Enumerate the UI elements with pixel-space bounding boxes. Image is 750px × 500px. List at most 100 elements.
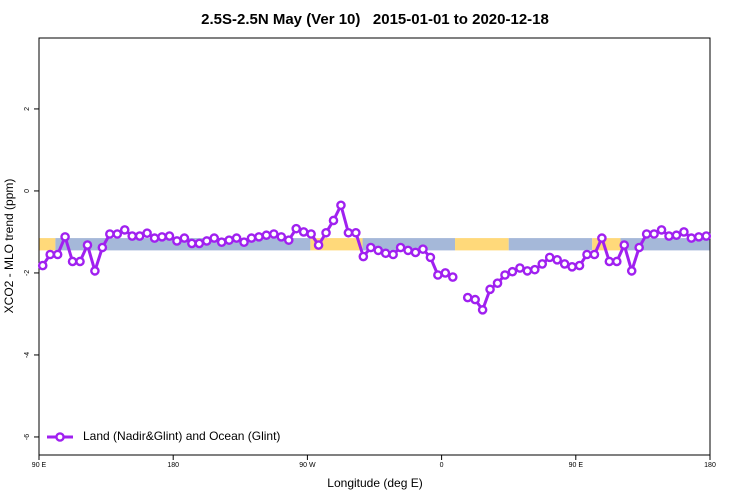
x-tick-label: 90 E: [569, 462, 584, 469]
data-point: [134, 231, 145, 241]
data-point: [552, 255, 562, 265]
data-point: [45, 249, 55, 260]
data-point: [380, 248, 391, 259]
data-point: [82, 240, 93, 250]
data-point: [507, 266, 518, 277]
x-tick-label: 90 W: [299, 462, 316, 469]
data-point: [477, 305, 488, 315]
data-point: [425, 252, 436, 263]
data-point: [105, 229, 115, 239]
data-point: [373, 245, 384, 256]
data-point: [365, 242, 376, 253]
data-point: [179, 233, 190, 243]
data-point: [582, 249, 592, 260]
data-point: [336, 200, 346, 211]
data-point: [306, 229, 316, 239]
band-segment: [455, 238, 509, 251]
data-point: [694, 232, 704, 242]
data-point: [276, 232, 287, 242]
band-segment: [39, 238, 56, 251]
data-point: [529, 264, 540, 275]
data-point: [67, 256, 78, 267]
data-point: [313, 240, 324, 250]
data-point: [321, 227, 331, 238]
data-point: [149, 233, 160, 243]
data-point: [418, 244, 428, 254]
band-segment: [508, 238, 593, 251]
data-point: [612, 256, 622, 267]
data-point: [239, 237, 249, 247]
band-segment: [310, 238, 363, 251]
data-point: [283, 235, 294, 245]
legend-marker: [55, 432, 65, 442]
data-point: [604, 256, 615, 267]
data-point: [522, 266, 533, 276]
data-point: [187, 238, 197, 249]
data-point: [544, 252, 555, 263]
data-point: [194, 238, 205, 249]
legend-label: Land (Nadir&Glint) and Ocean (Glint): [83, 429, 280, 443]
data-point: [254, 232, 264, 242]
data-point: [164, 231, 175, 241]
data-point: [291, 223, 302, 234]
data-point: [559, 259, 570, 269]
data-point: [686, 233, 697, 243]
data-point: [403, 245, 413, 256]
data-point: [112, 229, 123, 239]
data-point: [172, 236, 182, 246]
y-tick-label: 2: [24, 107, 31, 111]
chart-title: 2.5S-2.5N May (Ver 10) 2015-01-01 to 202…: [201, 11, 549, 28]
data-point: [626, 266, 637, 276]
data-point: [358, 251, 369, 262]
data-point: [388, 249, 398, 260]
data-point: [37, 260, 48, 271]
data-point: [351, 227, 361, 238]
data-point: [246, 233, 257, 243]
data-point: [537, 259, 548, 269]
data-point: [597, 233, 607, 243]
y-axis-label: XCO2 - MLO trend (ppm): [2, 179, 16, 314]
data-point: [60, 232, 70, 242]
data-point: [634, 242, 644, 253]
data-point: [641, 229, 652, 239]
data-point: [619, 240, 630, 250]
band-segment: [362, 238, 456, 251]
data-point: [298, 227, 309, 237]
data-point: [52, 249, 63, 260]
data-point: [209, 233, 220, 243]
data-point: [433, 270, 443, 280]
data-point: [343, 227, 354, 238]
data-point: [462, 292, 473, 303]
data-point: [269, 229, 279, 239]
data-point: [500, 270, 510, 280]
x-tick-label: 0: [440, 462, 444, 469]
data-point: [261, 230, 272, 241]
data-point: [671, 230, 682, 241]
x-tick-label: 180: [167, 462, 179, 469]
data-point: [470, 294, 480, 305]
data-point: [157, 232, 167, 242]
data-point: [656, 225, 667, 235]
x-tick-label: 90 E: [32, 462, 47, 469]
data-point: [492, 278, 503, 288]
data-point: [142, 228, 152, 238]
data-point: [75, 256, 85, 267]
data-point: [701, 231, 712, 241]
data-point: [515, 263, 525, 273]
y-tick-label: -4: [24, 352, 31, 358]
y-tick-label: 0: [24, 189, 31, 193]
x-tick-label: 180: [704, 462, 716, 469]
data-point: [664, 231, 674, 241]
plot-frame: [38, 37, 711, 456]
data-point: [127, 231, 137, 241]
data-point: [328, 215, 339, 226]
y-tick-label: -6: [24, 434, 31, 440]
data-point: [679, 227, 689, 237]
data-point: [395, 242, 406, 253]
data-point: [485, 284, 495, 295]
data-point: [201, 236, 212, 246]
data-point: [574, 260, 585, 271]
x-axis-label: Longitude (deg E): [327, 476, 422, 490]
data-point: [567, 261, 577, 272]
